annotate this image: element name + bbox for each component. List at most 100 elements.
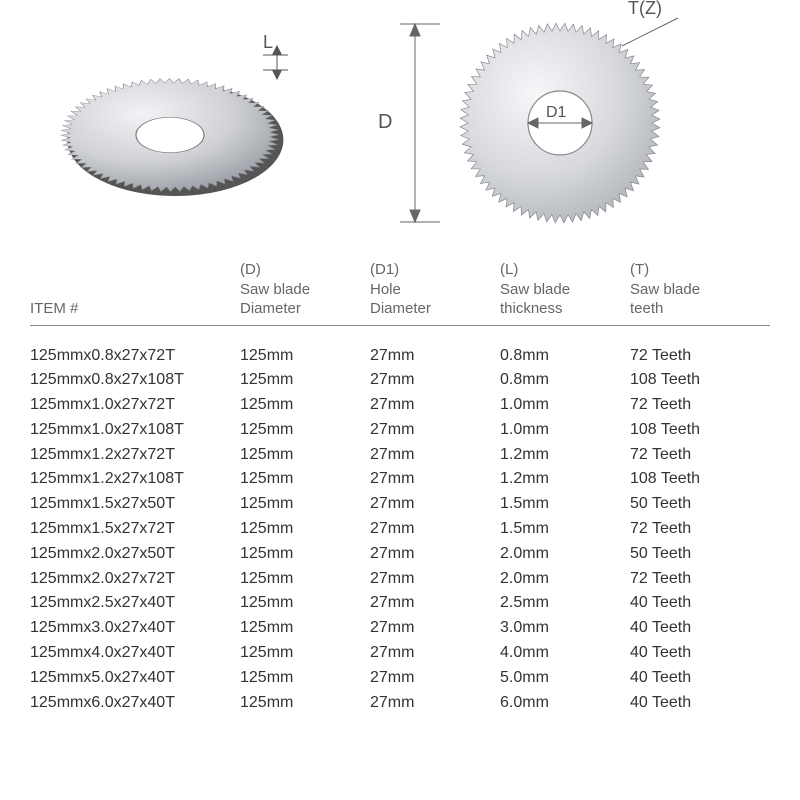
cell-D: 125mm xyxy=(240,344,370,369)
cell-item: 125mmx1.2x27x108T xyxy=(30,467,240,492)
cell-L: 2.5mm xyxy=(500,591,630,616)
blade-3d-illustration: L xyxy=(30,0,350,260)
cell-item: 125mmx4.0x27x40T xyxy=(30,641,240,666)
diagram-area: L D D1 xyxy=(0,0,800,260)
cell-T: 108 Teeth xyxy=(630,418,770,443)
cell-L: 6.0mm xyxy=(500,691,630,716)
cell-L: 3.0mm xyxy=(500,616,630,641)
cell-L: 4.0mm xyxy=(500,641,630,666)
table-row: 125mmx2.0x27x72T125mm27mm2.0mm72 Teeth xyxy=(30,567,770,592)
cell-L: 0.8mm xyxy=(500,344,630,369)
table-row: 125mmx6.0x27x40T125mm27mm6.0mm40 Teeth xyxy=(30,691,770,716)
cell-D1: 27mm xyxy=(370,616,500,641)
cell-T: 72 Teeth xyxy=(630,393,770,418)
table-row: 125mmx1.2x27x72T125mm27mm1.2mm72 Teeth xyxy=(30,443,770,468)
label-D1: D1 xyxy=(546,104,567,121)
cell-D1: 27mm xyxy=(370,666,500,691)
cell-item: 125mmx1.5x27x50T xyxy=(30,492,240,517)
cell-item: 125mmx0.8x27x108T xyxy=(30,368,240,393)
cell-L: 1.0mm xyxy=(500,418,630,443)
cell-D1: 27mm xyxy=(370,393,500,418)
cell-L: 1.2mm xyxy=(500,443,630,468)
cell-T: 50 Teeth xyxy=(630,542,770,567)
header-T-code: (T) xyxy=(630,261,649,278)
spec-table: ITEM # (D) Saw blade Diameter (D1) Hole … xyxy=(0,260,800,715)
cell-D: 125mm xyxy=(240,567,370,592)
cell-D: 125mm xyxy=(240,666,370,691)
cell-D1: 27mm xyxy=(370,517,500,542)
table-row: 125mmx1.0x27x72T125mm27mm1.0mm72 Teeth xyxy=(30,393,770,418)
cell-L: 2.0mm xyxy=(500,567,630,592)
cell-D: 125mm xyxy=(240,542,370,567)
cell-L: 1.2mm xyxy=(500,467,630,492)
cell-D1: 27mm xyxy=(370,542,500,567)
cell-T: 40 Teeth xyxy=(630,616,770,641)
cell-L: 0.8mm xyxy=(500,368,630,393)
table-row: 125mmx5.0x27x40T125mm27mm5.0mm40 Teeth xyxy=(30,666,770,691)
cell-L: 1.5mm xyxy=(500,517,630,542)
cell-D: 125mm xyxy=(240,393,370,418)
cell-L: 2.0mm xyxy=(500,542,630,567)
cell-D: 125mm xyxy=(240,517,370,542)
table-row: 125mmx0.8x27x108T125mm27mm0.8mm108 Teeth xyxy=(30,368,770,393)
table-row: 125mmx4.0x27x40T125mm27mm4.0mm40 Teeth xyxy=(30,641,770,666)
cell-D1: 27mm xyxy=(370,591,500,616)
label-L: L xyxy=(263,32,273,52)
cell-D1: 27mm xyxy=(370,641,500,666)
cell-T: 72 Teeth xyxy=(630,567,770,592)
header-L: (L) Saw blade thickness xyxy=(500,260,630,319)
cell-item: 125mmx5.0x27x40T xyxy=(30,666,240,691)
table-row: 125mmx1.5x27x72T125mm27mm1.5mm72 Teeth xyxy=(30,517,770,542)
header-item-label: ITEM # xyxy=(30,299,78,319)
cell-D: 125mm xyxy=(240,368,370,393)
table-row: 125mmx1.0x27x108T125mm27mm1.0mm108 Teeth xyxy=(30,418,770,443)
cell-D1: 27mm xyxy=(370,418,500,443)
cell-item: 125mmx2.5x27x40T xyxy=(30,591,240,616)
cell-T: 50 Teeth xyxy=(630,492,770,517)
label-TZ: T(Z) xyxy=(628,0,662,18)
cell-item: 125mmx1.5x27x72T xyxy=(30,517,240,542)
cell-item: 125mmx6.0x27x40T xyxy=(30,691,240,716)
label-D: D xyxy=(378,111,392,133)
cell-D: 125mm xyxy=(240,591,370,616)
cell-T: 40 Teeth xyxy=(630,666,770,691)
header-item: ITEM # xyxy=(30,260,240,319)
header-D-label: Saw blade Diameter xyxy=(240,281,310,318)
cell-L: 5.0mm xyxy=(500,666,630,691)
cell-D1: 27mm xyxy=(370,467,500,492)
blade-front-illustration: D D1 T(Z) xyxy=(360,0,780,260)
header-T: (T) Saw blade teeth xyxy=(630,260,770,319)
table-row: 125mmx2.5x27x40T125mm27mm2.5mm40 Teeth xyxy=(30,591,770,616)
table-body: 125mmx0.8x27x72T125mm27mm0.8mm72 Teeth12… xyxy=(30,344,770,716)
cell-D1: 27mm xyxy=(370,567,500,592)
cell-T: 72 Teeth xyxy=(630,443,770,468)
cell-T: 40 Teeth xyxy=(630,641,770,666)
cell-item: 125mmx1.0x27x72T xyxy=(30,393,240,418)
table-row: 125mmx0.8x27x72T125mm27mm0.8mm72 Teeth xyxy=(30,344,770,369)
table-row: 125mmx1.2x27x108T125mm27mm1.2mm108 Teeth xyxy=(30,467,770,492)
header-D1-code: (D1) xyxy=(370,261,399,278)
header-D-code: (D) xyxy=(240,261,261,278)
table-row: 125mmx2.0x27x50T125mm27mm2.0mm50 Teeth xyxy=(30,542,770,567)
cell-L: 1.0mm xyxy=(500,393,630,418)
cell-D: 125mm xyxy=(240,691,370,716)
cell-D: 125mm xyxy=(240,641,370,666)
cell-D: 125mm xyxy=(240,443,370,468)
cell-item: 125mmx1.2x27x72T xyxy=(30,443,240,468)
cell-item: 125mmx2.0x27x50T xyxy=(30,542,240,567)
cell-item: 125mmx0.8x27x72T xyxy=(30,344,240,369)
cell-D: 125mm xyxy=(240,467,370,492)
cell-D1: 27mm xyxy=(370,691,500,716)
cell-T: 108 Teeth xyxy=(630,467,770,492)
cell-L: 1.5mm xyxy=(500,492,630,517)
cell-item: 125mmx3.0x27x40T xyxy=(30,616,240,641)
table-header-row: ITEM # (D) Saw blade Diameter (D1) Hole … xyxy=(30,260,770,326)
header-L-code: (L) xyxy=(500,261,518,278)
table-row: 125mmx1.5x27x50T125mm27mm1.5mm50 Teeth xyxy=(30,492,770,517)
header-L-label: Saw blade thickness xyxy=(500,281,570,318)
cell-D1: 27mm xyxy=(370,368,500,393)
header-D1-label: Hole Diameter xyxy=(370,281,431,318)
cell-D: 125mm xyxy=(240,616,370,641)
cell-T: 40 Teeth xyxy=(630,691,770,716)
cell-D1: 27mm xyxy=(370,344,500,369)
